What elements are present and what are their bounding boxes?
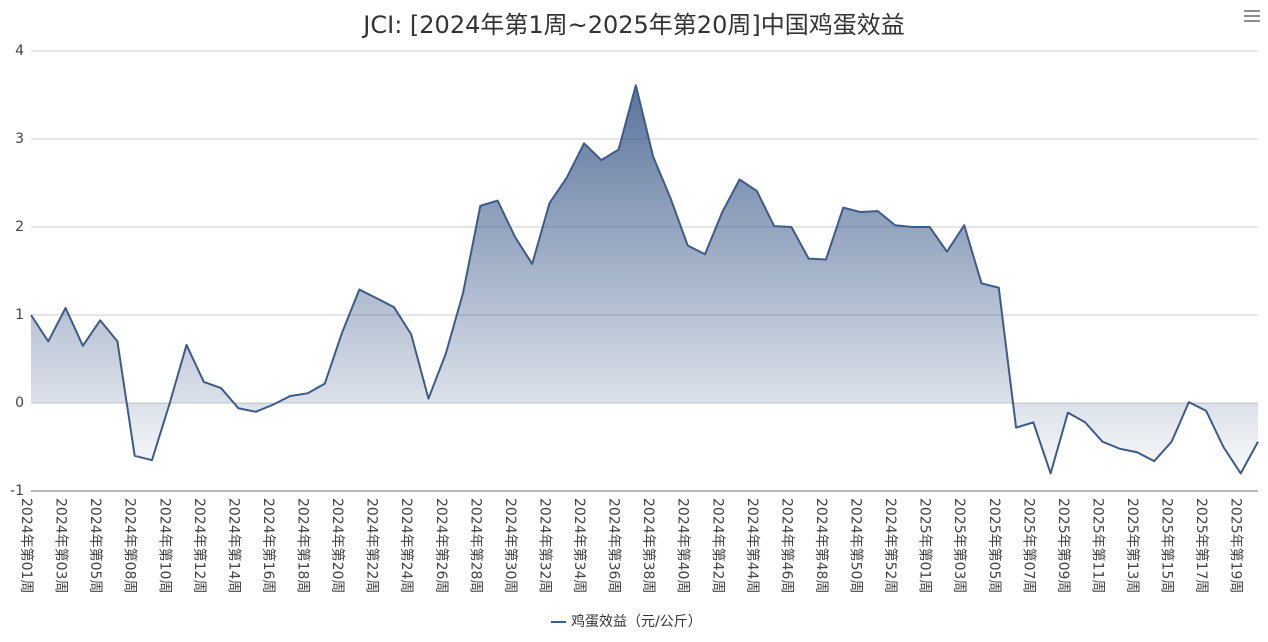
x-tick-label: 2024年第03周: [53, 498, 70, 593]
chart-title: JCI: [2024年第1周~2025年第20周]中国鸡蛋效益: [361, 11, 904, 39]
y-tick-label: 3: [15, 131, 24, 147]
x-tick-label: 2024年第22周: [364, 498, 381, 593]
x-tick-label: 2024年第01周: [18, 498, 35, 593]
x-tick-label: 2025年第13周: [1124, 498, 1141, 593]
x-tick-label: 2025年第11周: [1089, 498, 1106, 593]
x-tick-label: 2024年第26周: [433, 498, 450, 593]
x-tick-label: 2025年第05周: [986, 498, 1003, 593]
y-tick-label: 1: [15, 307, 24, 323]
x-tick-label: 2024年第08周: [122, 498, 139, 593]
x-tick-label: 2025年第15周: [1159, 498, 1176, 593]
x-tick-label: 2025年第03周: [951, 498, 968, 593]
menu-icon[interactable]: [1244, 10, 1260, 22]
x-tick-label: 2025年第01周: [917, 498, 934, 593]
x-tick-label: 2024年第34周: [571, 498, 588, 593]
x-tick-label: 2025年第19周: [1228, 498, 1245, 593]
x-tick-label: 2024年第40周: [675, 498, 692, 593]
legend-item[interactable]: 鸡蛋效益（元/公斤）: [551, 613, 702, 630]
y-tick-label: 4: [15, 43, 24, 59]
y-tick-label: -1: [10, 483, 24, 499]
x-tick-label: 2024年第16周: [260, 498, 277, 593]
y-tick-label: 2: [15, 219, 24, 235]
area: [31, 85, 1258, 474]
x-tick-label: 2024年第20周: [329, 498, 346, 593]
x-tick-label: 2024年第10周: [156, 498, 173, 593]
x-tick-label: 2024年第44周: [744, 498, 761, 593]
x-tick-label: 2025年第17周: [1193, 498, 1210, 593]
line: [30, 84, 1259, 475]
x-tick-label: 2024年第14周: [225, 498, 242, 593]
x-tick-label: 2024年第38周: [640, 498, 657, 593]
x-tick-label: 2024年第32周: [536, 498, 553, 593]
x-tick-label: 2025年第09周: [1055, 498, 1072, 593]
x-tick-label: 2024年第42周: [709, 498, 726, 593]
x-tick-label: 2024年第30周: [502, 498, 519, 593]
x-tick-label: 2024年第05周: [87, 498, 104, 593]
x-tick-label: 2024年第36周: [606, 498, 623, 593]
x-tick-label: 2024年第48周: [813, 498, 830, 593]
x-tick-label: 2024年第12周: [191, 498, 208, 593]
x-tick-label: 2024年第24周: [398, 498, 415, 593]
x-tick-label: 2024年第50周: [848, 498, 865, 593]
x-tick-label: 2024年第46周: [778, 498, 795, 593]
x-tick-label: 2025年第07周: [1020, 498, 1037, 593]
x-tick-label: 2024年第52周: [882, 498, 899, 593]
y-tick-label: 0: [15, 395, 24, 411]
legend-label: 鸡蛋效益（元/公斤）: [571, 613, 702, 630]
x-tick-label: 2024年第28周: [467, 498, 484, 593]
x-tick-label: 2024年第18周: [295, 498, 312, 593]
